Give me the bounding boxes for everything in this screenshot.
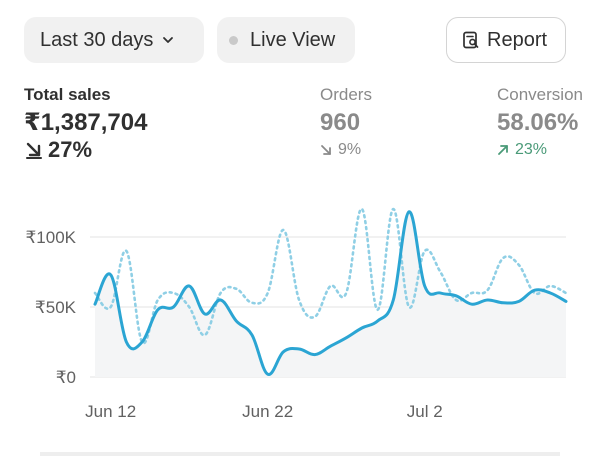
live-view-button[interactable]: Live View bbox=[217, 17, 355, 63]
date-range-label: Last 30 days bbox=[40, 28, 154, 51]
arrow-down-right-icon bbox=[26, 142, 42, 159]
current-series-area bbox=[95, 211, 566, 377]
arrow-down-right-icon bbox=[321, 145, 331, 155]
chevron-down-icon bbox=[163, 37, 174, 43]
orders-metric[interactable]: Orders 960 9% bbox=[320, 84, 372, 162]
orders-label: Orders bbox=[320, 85, 372, 104]
bottom-divider bbox=[40, 452, 560, 456]
report-button[interactable]: Report bbox=[446, 17, 566, 63]
arrow-up-right-icon bbox=[498, 145, 508, 155]
total-sales-value: ₹1,387,704 bbox=[24, 109, 148, 136]
orders-change: 9% bbox=[320, 138, 372, 162]
date-range-dropdown[interactable]: Last 30 days bbox=[24, 17, 204, 63]
y-tick-label: ₹100K bbox=[25, 228, 76, 247]
conversion-change-value: 23% bbox=[515, 141, 548, 158]
previous-period-line bbox=[93, 207, 568, 345]
total-sales-label: Total sales bbox=[24, 85, 111, 104]
x-tick-label: Jun 22 bbox=[242, 402, 293, 420]
sales-line-chart: ₹0 ₹50K ₹100K Jun 12 Jun 22 Jul 2 bbox=[25, 207, 568, 420]
report-icon bbox=[463, 31, 479, 49]
conversion-label: Conversion bbox=[497, 85, 583, 104]
total-sales-change: 27% bbox=[24, 138, 147, 162]
total-sales-change-value: 27% bbox=[48, 137, 93, 162]
current-period-line bbox=[93, 210, 568, 376]
conversion-metric[interactable]: Conversion 58.06% 23% bbox=[497, 84, 583, 162]
live-view-label: Live View bbox=[250, 28, 336, 51]
x-tick-label: Jun 12 bbox=[85, 402, 136, 420]
y-tick-label: ₹50K bbox=[35, 298, 77, 317]
total-sales-metric[interactable]: Total sales ₹1,387,704 27% bbox=[24, 84, 147, 162]
conversion-change: 23% bbox=[497, 138, 583, 162]
orders-change-value: 9% bbox=[338, 141, 362, 158]
x-tick-label: Jul 2 bbox=[407, 402, 443, 420]
report-label: Report bbox=[487, 28, 548, 51]
y-tick-label: ₹0 bbox=[56, 368, 76, 387]
orders-value: 960 bbox=[320, 109, 361, 136]
conversion-value: 58.06% bbox=[497, 109, 579, 136]
live-status-dot-icon bbox=[229, 35, 238, 45]
